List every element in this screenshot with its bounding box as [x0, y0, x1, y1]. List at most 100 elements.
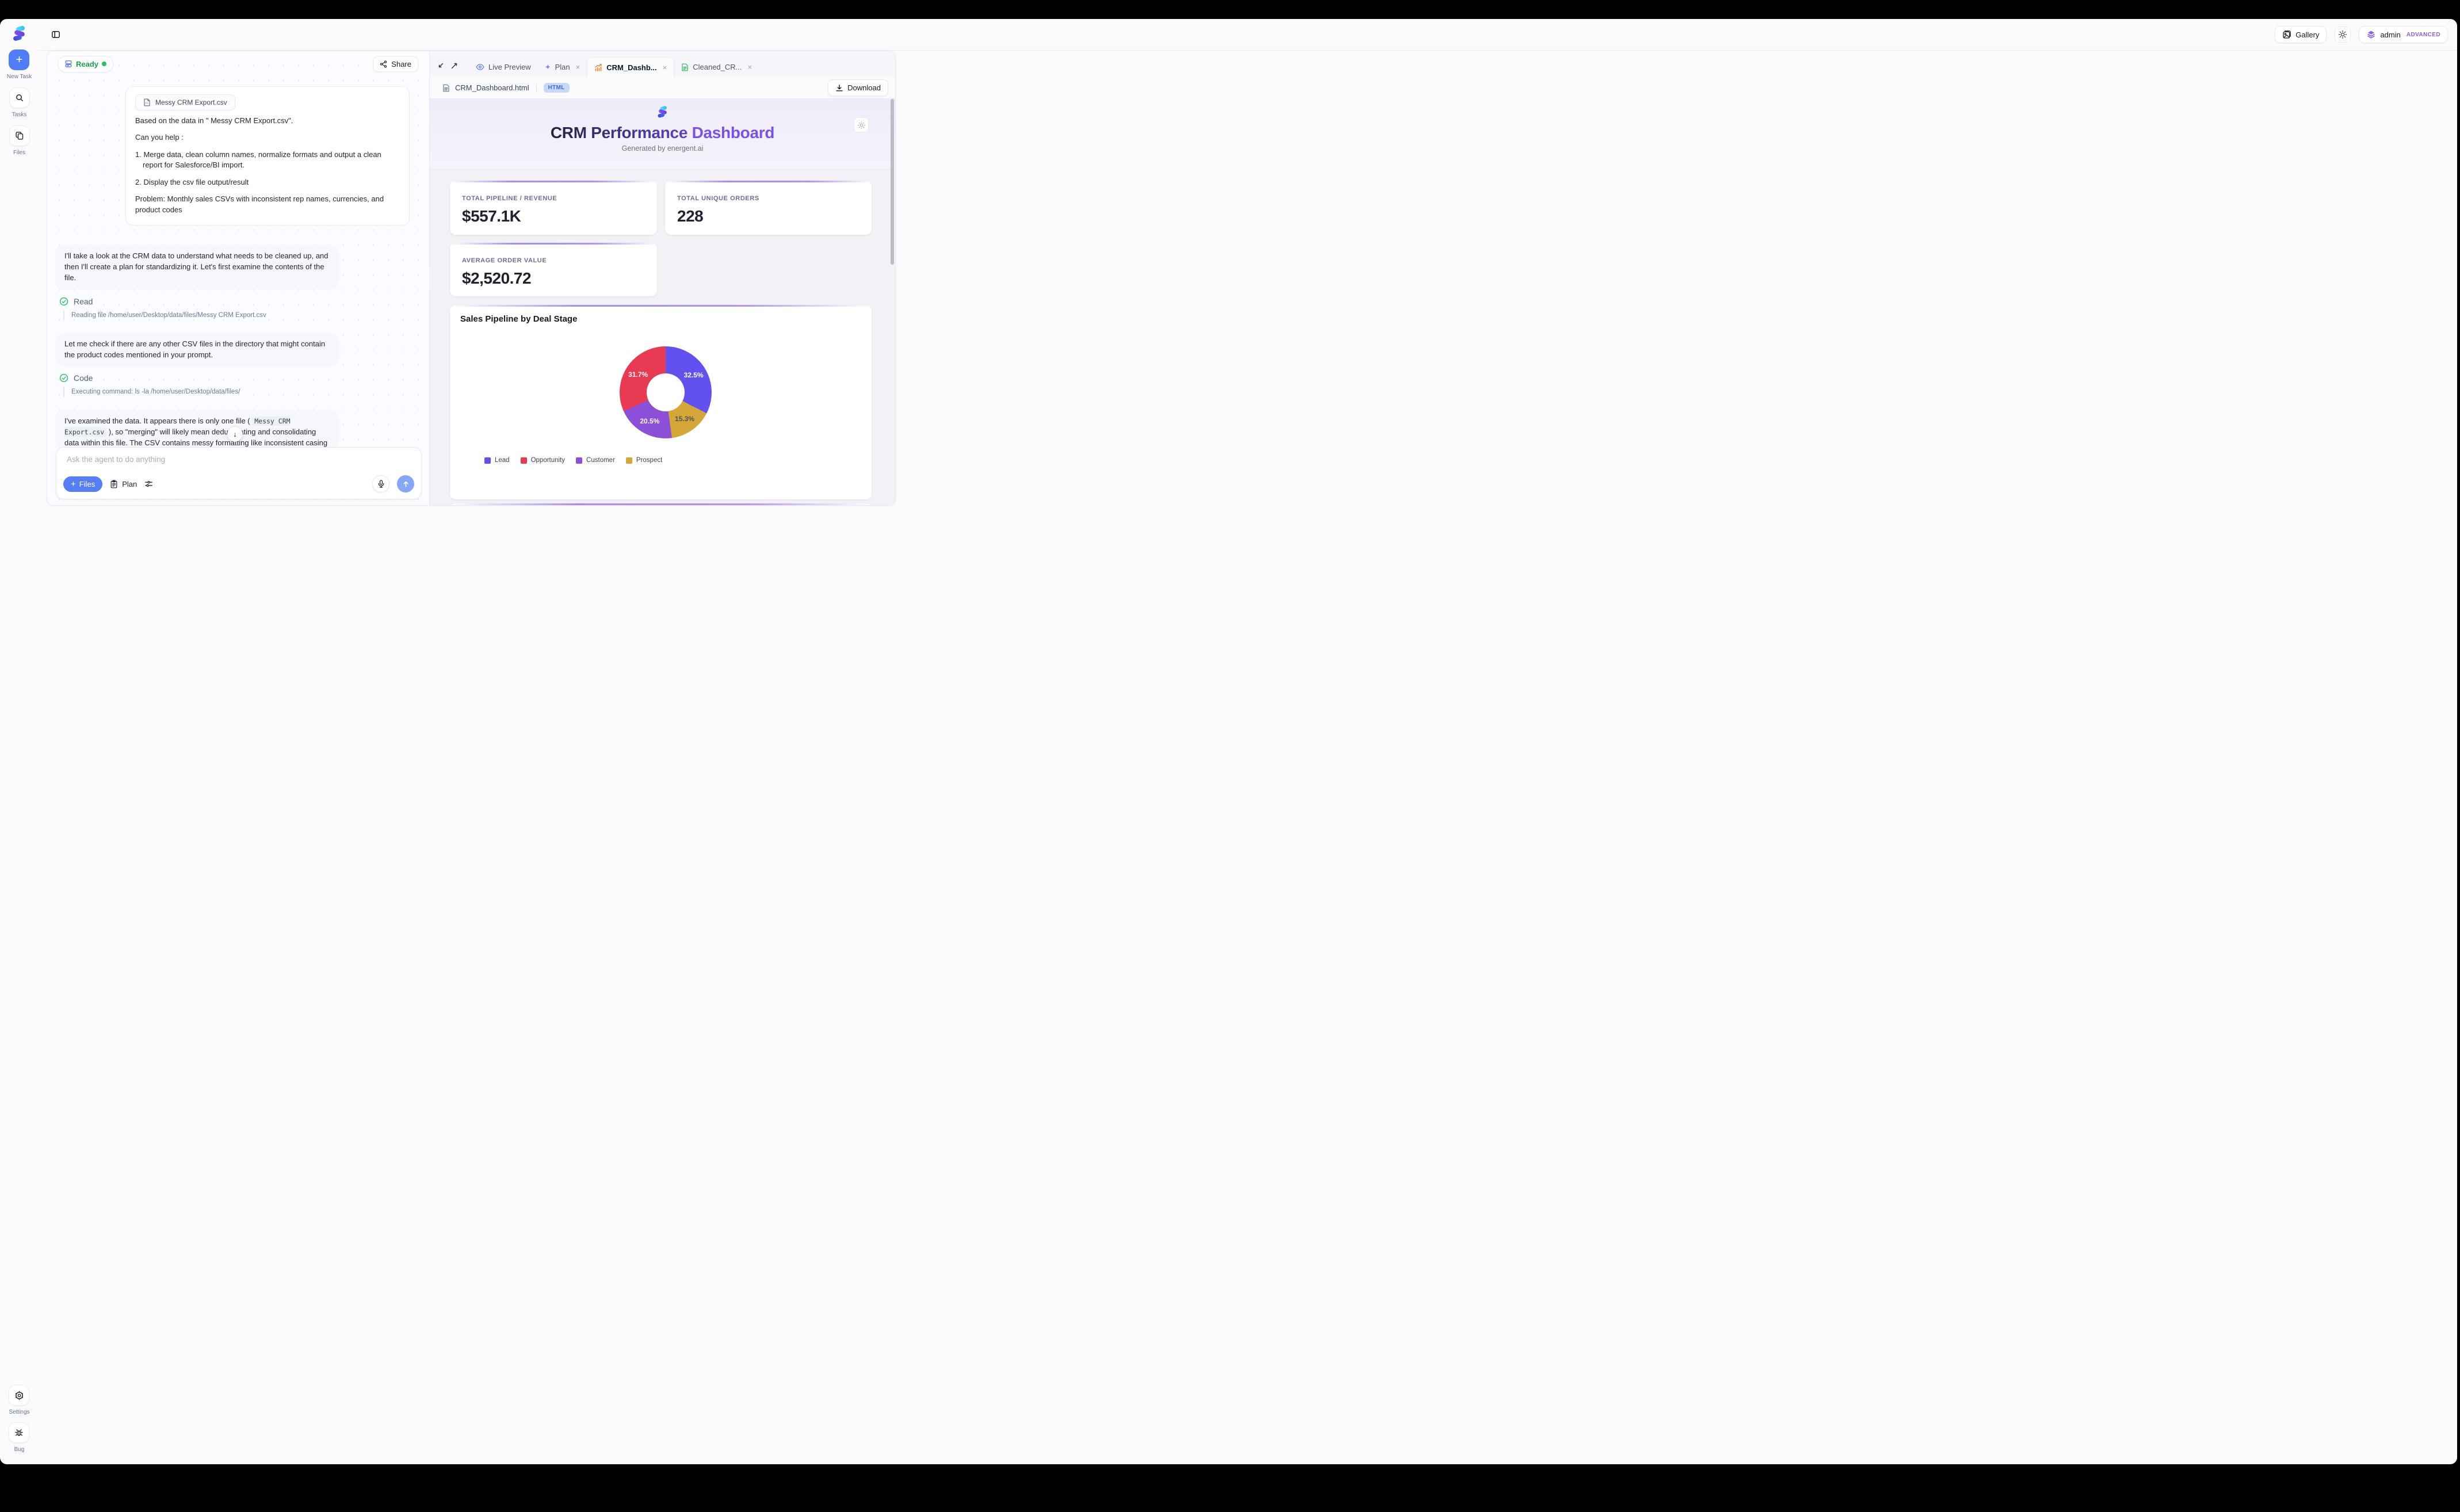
gallery-button[interactable]: Gallery	[2275, 26, 2327, 43]
legend-label: Lead	[495, 457, 510, 464]
send-button[interactable]	[397, 475, 414, 492]
arrow-down-icon: ↓	[233, 430, 237, 438]
tab-live-preview[interactable]: Live Preview	[469, 57, 538, 77]
file-bar: CRM_Dashboard.html HTML Download	[430, 77, 895, 99]
plan-label: Plan	[122, 479, 137, 488]
clipboard-icon	[110, 479, 117, 488]
legend-item[interactable]: Lead	[484, 457, 510, 464]
sidebar-item-label: Tasks	[12, 112, 27, 118]
collapse-panel-button[interactable]	[433, 59, 447, 74]
tab-plan[interactable]: ✦ Plan ×	[538, 57, 587, 77]
gear-icon	[15, 1391, 24, 1400]
share-label: Share	[391, 59, 411, 68]
dashboard-header: CRM Performance Dashboard Generated by e…	[430, 99, 895, 170]
microphone-icon	[378, 480, 384, 488]
dashboard-title: CRM Performance Dashboard	[550, 124, 775, 142]
share-button[interactable]: Share	[373, 56, 418, 72]
metric-card-orders: TOTAL UNIQUE ORDERS 228	[665, 181, 872, 235]
files-label: Files	[79, 479, 96, 488]
new-task-button[interactable]: +	[9, 49, 30, 70]
tab-crm-dashboard[interactable]: CRM_Dashb... ×	[587, 57, 675, 77]
sun-icon	[857, 121, 865, 129]
files-button[interactable]	[9, 125, 30, 146]
slice-percentage-label: 15.3%	[675, 415, 695, 423]
sidebar-item-label: Files	[13, 150, 26, 156]
tasks-button[interactable]	[9, 87, 30, 108]
download-icon	[836, 84, 843, 91]
separator	[536, 83, 537, 92]
expand-panel-button[interactable]	[447, 59, 461, 74]
legend-swatch	[520, 457, 527, 464]
user-message-text: 1. Merge data, clean column names, norma…	[135, 150, 381, 170]
donut-hole	[647, 373, 685, 411]
metric-value: $557.1K	[462, 207, 521, 225]
dashboard-settings-button[interactable]	[854, 117, 869, 132]
sliders-icon	[145, 480, 153, 487]
file-chip-label: Messy CRM Export.csv	[155, 98, 227, 106]
sidebar-toggle-button[interactable]	[48, 26, 64, 43]
scroll-to-bottom-button[interactable]: ↓	[227, 426, 243, 442]
plus-icon: +	[71, 479, 76, 489]
legend-item[interactable]: Prospect	[625, 457, 663, 464]
settings-button[interactable]	[9, 1385, 30, 1406]
legend-item[interactable]: Opportunity	[520, 457, 565, 464]
legend-label: Prospect	[636, 457, 663, 464]
metric-value: $2,520.72	[462, 269, 532, 287]
plan-button[interactable]: Plan	[110, 480, 137, 488]
csv-file-icon	[144, 98, 150, 106]
chat-input: +Files Plan	[56, 447, 422, 499]
arrow-collapse-icon	[438, 63, 443, 68]
eye-icon	[476, 64, 484, 70]
user-message-text: Problem: Monthly sales CSVs with inconsi…	[135, 194, 384, 214]
copy-files-icon	[15, 131, 23, 140]
theme-toggle-button[interactable]	[2335, 26, 2351, 43]
app-window: + New Task Tasks Files Settings	[0, 19, 2457, 1464]
metric-card-pipeline: TOTAL PIPELINE / REVENUE $557.1K	[450, 181, 657, 235]
preview-scrollbar[interactable]	[891, 99, 894, 265]
sidebar-item-label: New Task	[6, 74, 32, 80]
preview-panel: Live Preview ✦ Plan × CRM_Dashb... ×	[430, 51, 895, 505]
assistant-message: I'll take a look at the CRM data to unde…	[55, 245, 339, 289]
metric-label: TOTAL PIPELINE / REVENUE	[462, 195, 557, 202]
user-message-text: 2. Display the csv file output/result	[135, 177, 249, 186]
user-message-text: Can you help :	[135, 133, 184, 142]
close-icon[interactable]: ×	[662, 63, 667, 72]
metric-label: TOTAL UNIQUE ORDERS	[677, 195, 759, 202]
tab-label: CRM_Dashb...	[606, 63, 657, 72]
csv-file-icon	[682, 63, 688, 71]
chat-input-field[interactable]	[66, 455, 412, 464]
username-label: admin	[2380, 30, 2401, 39]
user-message-text: Based on the data in " Messy CRM Export.…	[135, 116, 293, 125]
attached-file-chip[interactable]: Messy CRM Export.csv	[135, 94, 235, 110]
download-label: Download	[847, 83, 881, 92]
read-step: Read Reading file /home/user/Desktop/dat…	[59, 297, 347, 321]
download-button[interactable]: Download	[828, 79, 888, 96]
file-type-badge: HTML	[543, 83, 570, 93]
chart-legend: Lead Opportunity Customer Prospect	[484, 457, 662, 464]
chat-panel: Ready Share Messy CRM Export.csv Based o…	[47, 51, 429, 505]
panel-toggle-icon	[52, 31, 60, 38]
donut-chart: 32.5% 15.3% 20.5% 31.7%	[620, 346, 712, 438]
add-files-button[interactable]: + Files	[63, 476, 103, 492]
document-icon	[443, 84, 449, 91]
bug-button[interactable]	[9, 1422, 30, 1443]
status-label: Ready	[76, 59, 99, 68]
preview-tabs: Live Preview ✦ Plan × CRM_Dashb... ×	[430, 51, 895, 77]
legend-item[interactable]: Customer	[576, 457, 615, 464]
arrow-expand-icon	[451, 63, 457, 69]
agent-status-badge[interactable]: Ready	[58, 55, 114, 72]
plus-icon: +	[16, 54, 23, 66]
account-button[interactable]: admin ADVANCED	[2359, 26, 2448, 43]
close-icon[interactable]: ×	[747, 63, 752, 71]
microphone-button[interactable]	[372, 475, 389, 492]
close-icon[interactable]: ×	[575, 63, 580, 71]
metric-label: AVERAGE ORDER VALUE	[462, 257, 547, 264]
tab-cleaned-csv[interactable]: Cleaned_CR... ×	[674, 57, 759, 77]
settings-sliders-button[interactable]	[144, 480, 153, 488]
gallery-label: Gallery	[2295, 30, 2320, 39]
assistant-message-partial: I've examined the data. It appears there…	[55, 410, 339, 449]
energent-logo-icon	[657, 105, 668, 119]
search-icon	[16, 94, 23, 101]
chart-title: Sales Pipeline by Deal Stage	[460, 314, 578, 324]
legend-swatch	[576, 457, 583, 464]
